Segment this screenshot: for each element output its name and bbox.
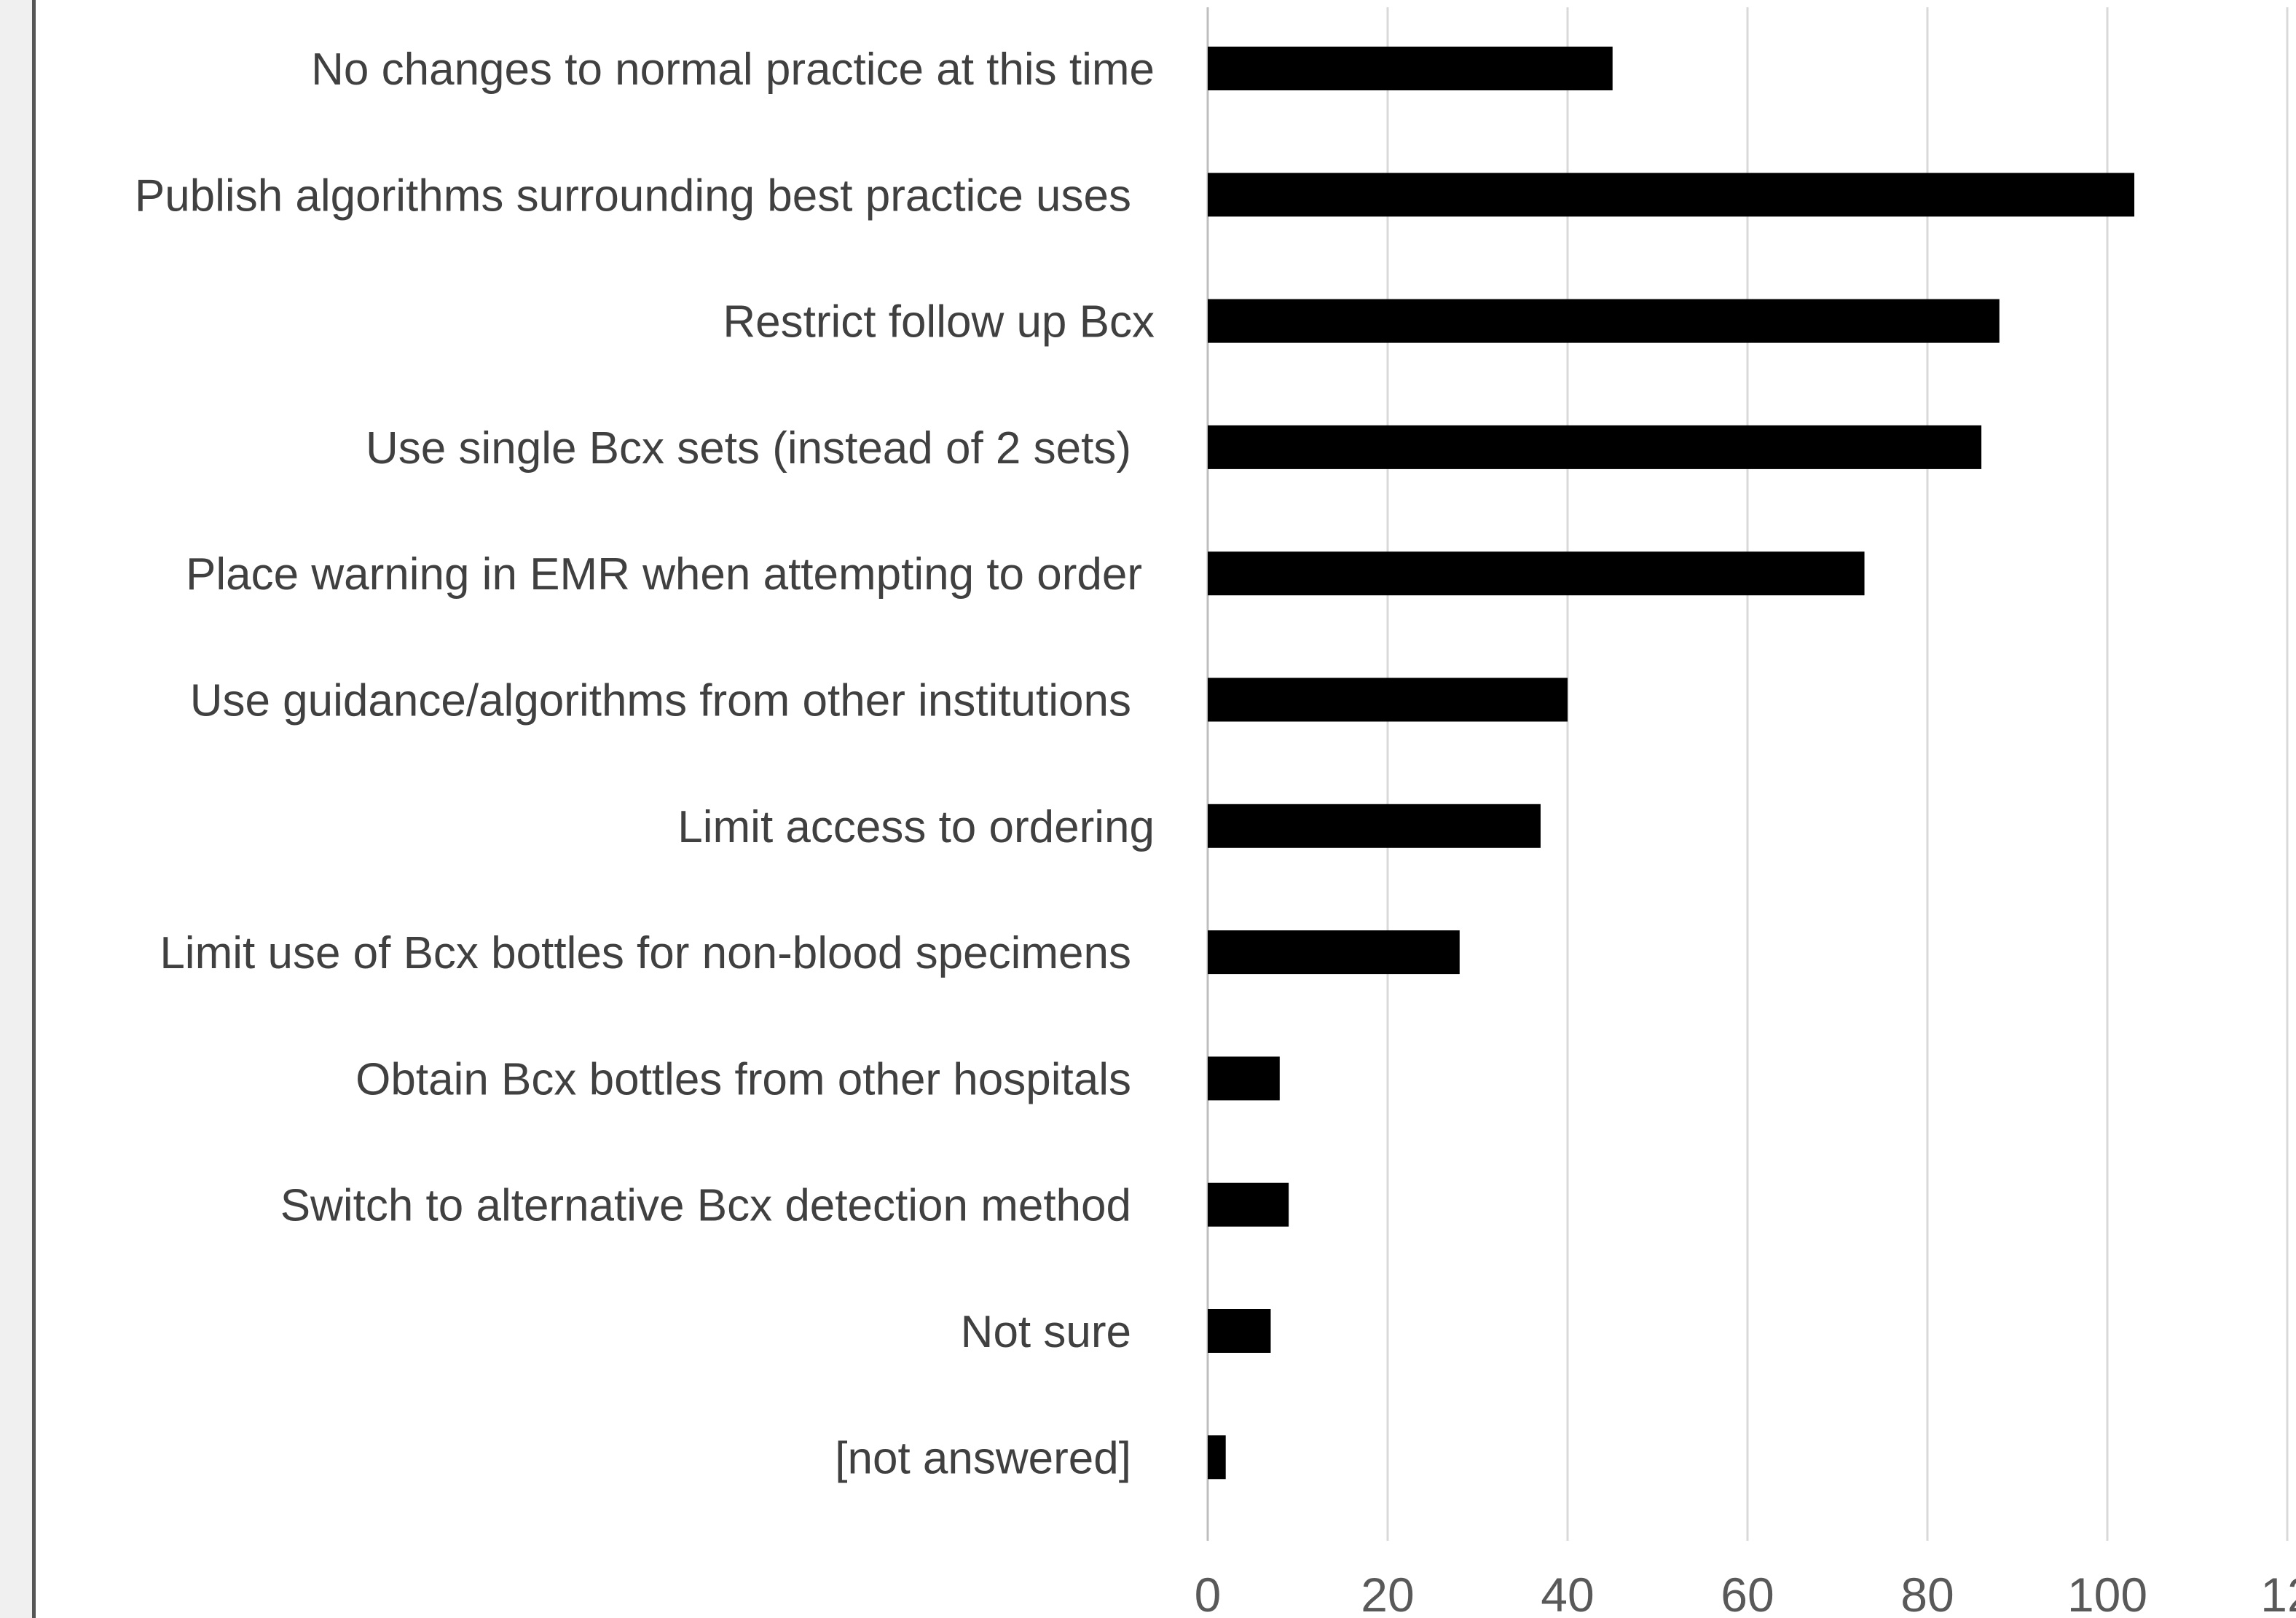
bar bbox=[1208, 173, 2135, 217]
x-tick-label: 80 bbox=[1900, 1568, 1954, 1618]
bars bbox=[1208, 47, 2135, 1480]
x-tick-label: 12 bbox=[2260, 1568, 2296, 1618]
bar bbox=[1208, 551, 1865, 596]
bar bbox=[1208, 1182, 1289, 1227]
bar bbox=[1208, 1056, 1280, 1101]
bar bbox=[1208, 425, 1982, 469]
window-left-border bbox=[32, 0, 36, 1618]
category-label: Obtain Bcx bottles from other hospitals bbox=[355, 1054, 1131, 1104]
x-tick-label: 100 bbox=[2067, 1568, 2147, 1618]
category-label: Limit use of Bcx bottles for non-blood s… bbox=[160, 928, 1131, 978]
category-label: Switch to alternative Bcx detection meth… bbox=[280, 1181, 1131, 1231]
category-label: [not answered] bbox=[835, 1433, 1131, 1483]
category-labels: No changes to normal practice at this ti… bbox=[135, 44, 1155, 1483]
category-label: Place warning in EMR when attempting to … bbox=[186, 549, 1142, 600]
category-label: Use single Bcx sets (instead of 2 sets) bbox=[366, 423, 1131, 474]
x-tick-label: 20 bbox=[1361, 1568, 1414, 1618]
category-label: Restrict follow up Bcx bbox=[723, 297, 1155, 347]
bar bbox=[1208, 1309, 1271, 1353]
x-tick-label: 40 bbox=[1541, 1568, 1594, 1618]
category-label: No changes to normal practice at this ti… bbox=[311, 44, 1155, 95]
bar bbox=[1208, 678, 1568, 722]
x-tick-label: 0 bbox=[1195, 1568, 1222, 1618]
bar bbox=[1208, 804, 1541, 848]
bar bbox=[1208, 47, 1613, 90]
category-label: Publish algorithms surrounding best prac… bbox=[135, 170, 1131, 221]
category-label: Limit access to ordering bbox=[677, 802, 1155, 852]
window-left-edge bbox=[0, 0, 32, 1618]
bar bbox=[1208, 299, 2000, 343]
x-tick-label: 60 bbox=[1721, 1568, 1774, 1618]
gridlines bbox=[1206, 7, 2289, 1541]
category-label: Not sure bbox=[961, 1307, 1131, 1357]
bar bbox=[1208, 1435, 1226, 1480]
bar bbox=[1208, 930, 1460, 975]
category-label: Use guidance/algorithms from other insti… bbox=[190, 676, 1131, 726]
x-axis-tick-labels: 0 20 40 60 80 100 12 bbox=[1195, 1568, 2296, 1618]
